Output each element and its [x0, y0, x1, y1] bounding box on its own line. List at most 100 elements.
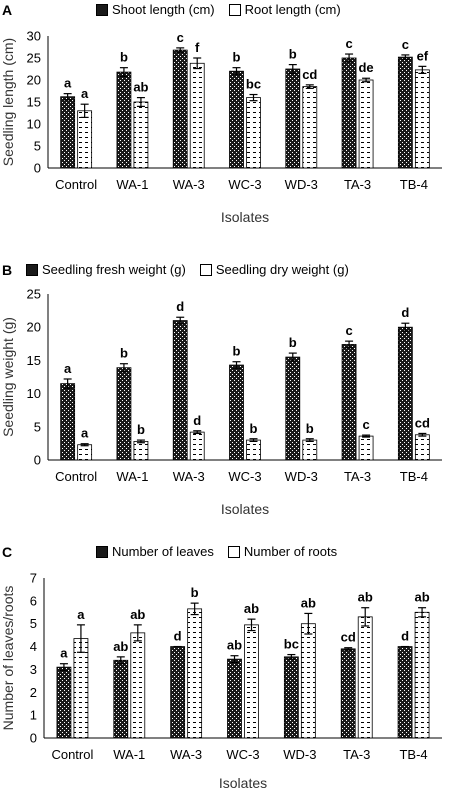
- bar: [73, 638, 89, 739]
- chart-panel-b: B Seedling fresh weight (g) Seedling dry…: [0, 262, 454, 530]
- significance-label: de: [358, 60, 373, 75]
- y-tick-label: 6: [30, 593, 37, 608]
- bar: [229, 70, 244, 169]
- y-tick-label: 0: [30, 731, 37, 746]
- significance-label: c: [402, 37, 409, 52]
- bar: [358, 435, 374, 461]
- legend-swatch-checker: [96, 3, 108, 16]
- significance-label: b: [250, 421, 258, 436]
- bar: [170, 646, 186, 739]
- bar: [60, 383, 76, 461]
- bar: [229, 364, 244, 461]
- significance-label: ab: [113, 639, 128, 654]
- x-tick-label: WC-3: [226, 747, 259, 762]
- significance-label: d: [401, 629, 409, 644]
- y-axis-title: Seedling weight (g): [0, 317, 16, 437]
- chart-plot: 0 1 2 3 4 5 6 7 Control WA-1 WA-3 WC-3 WD-3 TA-3 TB-4 a…: [0, 571, 442, 791]
- significance-label: ab: [227, 638, 242, 653]
- legend-item: Seedling dry weight (g): [199, 262, 349, 277]
- bar: [77, 444, 93, 461]
- legend-label: Number of roots: [243, 544, 338, 559]
- x-tick-label: TB-4: [399, 747, 427, 762]
- legend-swatch-dash: [227, 545, 240, 558]
- y-axis-title: Seedling length (cm): [0, 38, 16, 166]
- bar: [60, 96, 76, 169]
- significance-label: b: [233, 50, 241, 65]
- significance-label: cd: [415, 415, 430, 430]
- significance-label: a: [81, 426, 89, 441]
- x-tick-label: WA-3: [173, 177, 205, 192]
- bar: [116, 71, 132, 169]
- legend-item: Shoot length (cm): [96, 2, 215, 17]
- legend-swatch-checker: [26, 263, 38, 276]
- y-tick-label: 20: [27, 320, 41, 335]
- bar: [302, 439, 318, 461]
- x-tick-label: TA-3: [344, 177, 371, 192]
- bar: [283, 656, 299, 739]
- significance-label: a: [64, 361, 72, 376]
- significance-label: a: [81, 86, 89, 101]
- chart-panel-a: A Shoot length (cm) Root length (cm) 0 5 1…: [0, 0, 454, 262]
- x-tick-label: Control: [55, 469, 97, 484]
- significance-label: b: [191, 585, 199, 600]
- significance-label: f: [195, 40, 200, 55]
- panel-label: C: [2, 544, 13, 560]
- x-tick-label: WC-3: [228, 177, 261, 192]
- significance-label: cd: [302, 67, 317, 82]
- significance-label: b: [120, 346, 128, 361]
- bar: [300, 623, 316, 739]
- significance-label: bc: [246, 77, 261, 92]
- bar: [77, 110, 93, 169]
- chart-panel-c: C Number of leaves Number of roots 0 1 2 3 4…: [0, 530, 454, 792]
- bar: [189, 431, 205, 461]
- significance-label: c: [177, 30, 184, 45]
- significance-label: ef: [417, 48, 429, 63]
- x-tick-label: WD-3: [283, 747, 316, 762]
- bar: [341, 57, 357, 169]
- significance-label: a: [60, 646, 68, 661]
- significance-label: c: [345, 323, 352, 338]
- legend-swatch-dash: [199, 263, 212, 276]
- x-tick-label: TA-3: [343, 747, 370, 762]
- legend-label: Root length (cm): [244, 2, 341, 17]
- legend-swatch-dash: [228, 3, 241, 16]
- y-tick-label: 4: [30, 639, 37, 654]
- legend-item: Number of roots: [227, 544, 338, 559]
- y-tick-label: 25: [27, 287, 41, 302]
- legend-item: Seedling fresh weight (g): [26, 262, 186, 277]
- significance-label: ab: [301, 595, 316, 610]
- chart-plot: 0 5 10 15 20 25 30 Control WA-1 WA-3 WC-3 WD-3 TA-3 T…: [0, 29, 442, 225]
- bar: [397, 646, 413, 739]
- bar: [357, 616, 373, 739]
- bar: [414, 611, 430, 739]
- y-tick-label: 30: [27, 29, 41, 44]
- significance-label: a: [64, 76, 72, 91]
- bar: [130, 632, 146, 739]
- bar: [187, 608, 203, 739]
- legend-swatch-checker: [96, 545, 108, 558]
- x-axis-title: Isolates: [221, 209, 269, 225]
- significance-label: b: [233, 344, 241, 359]
- bar: [172, 49, 188, 169]
- legend: Number of leaves Number of roots: [96, 544, 351, 559]
- bar: [113, 659, 129, 739]
- y-tick-label: 20: [27, 73, 41, 88]
- significance-label: bc: [284, 637, 299, 652]
- bar: [397, 326, 413, 461]
- bar: [397, 56, 413, 169]
- x-tick-label: WA-1: [116, 177, 148, 192]
- y-tick-label: 10: [27, 117, 41, 132]
- significance-label: c: [362, 417, 369, 432]
- x-tick-label: TA-3: [344, 469, 371, 484]
- x-tick-label: TB-4: [400, 469, 428, 484]
- significance-label: d: [176, 299, 184, 314]
- y-tick-label: 15: [27, 95, 41, 110]
- y-tick-label: 7: [30, 571, 37, 586]
- y-tick-label: 5: [34, 139, 41, 154]
- panel-label: B: [2, 262, 13, 278]
- y-tick-label: 15: [27, 353, 41, 368]
- bar: [116, 367, 132, 461]
- significance-label: a: [77, 607, 85, 622]
- bar: [414, 434, 430, 461]
- significance-label: b: [306, 421, 314, 436]
